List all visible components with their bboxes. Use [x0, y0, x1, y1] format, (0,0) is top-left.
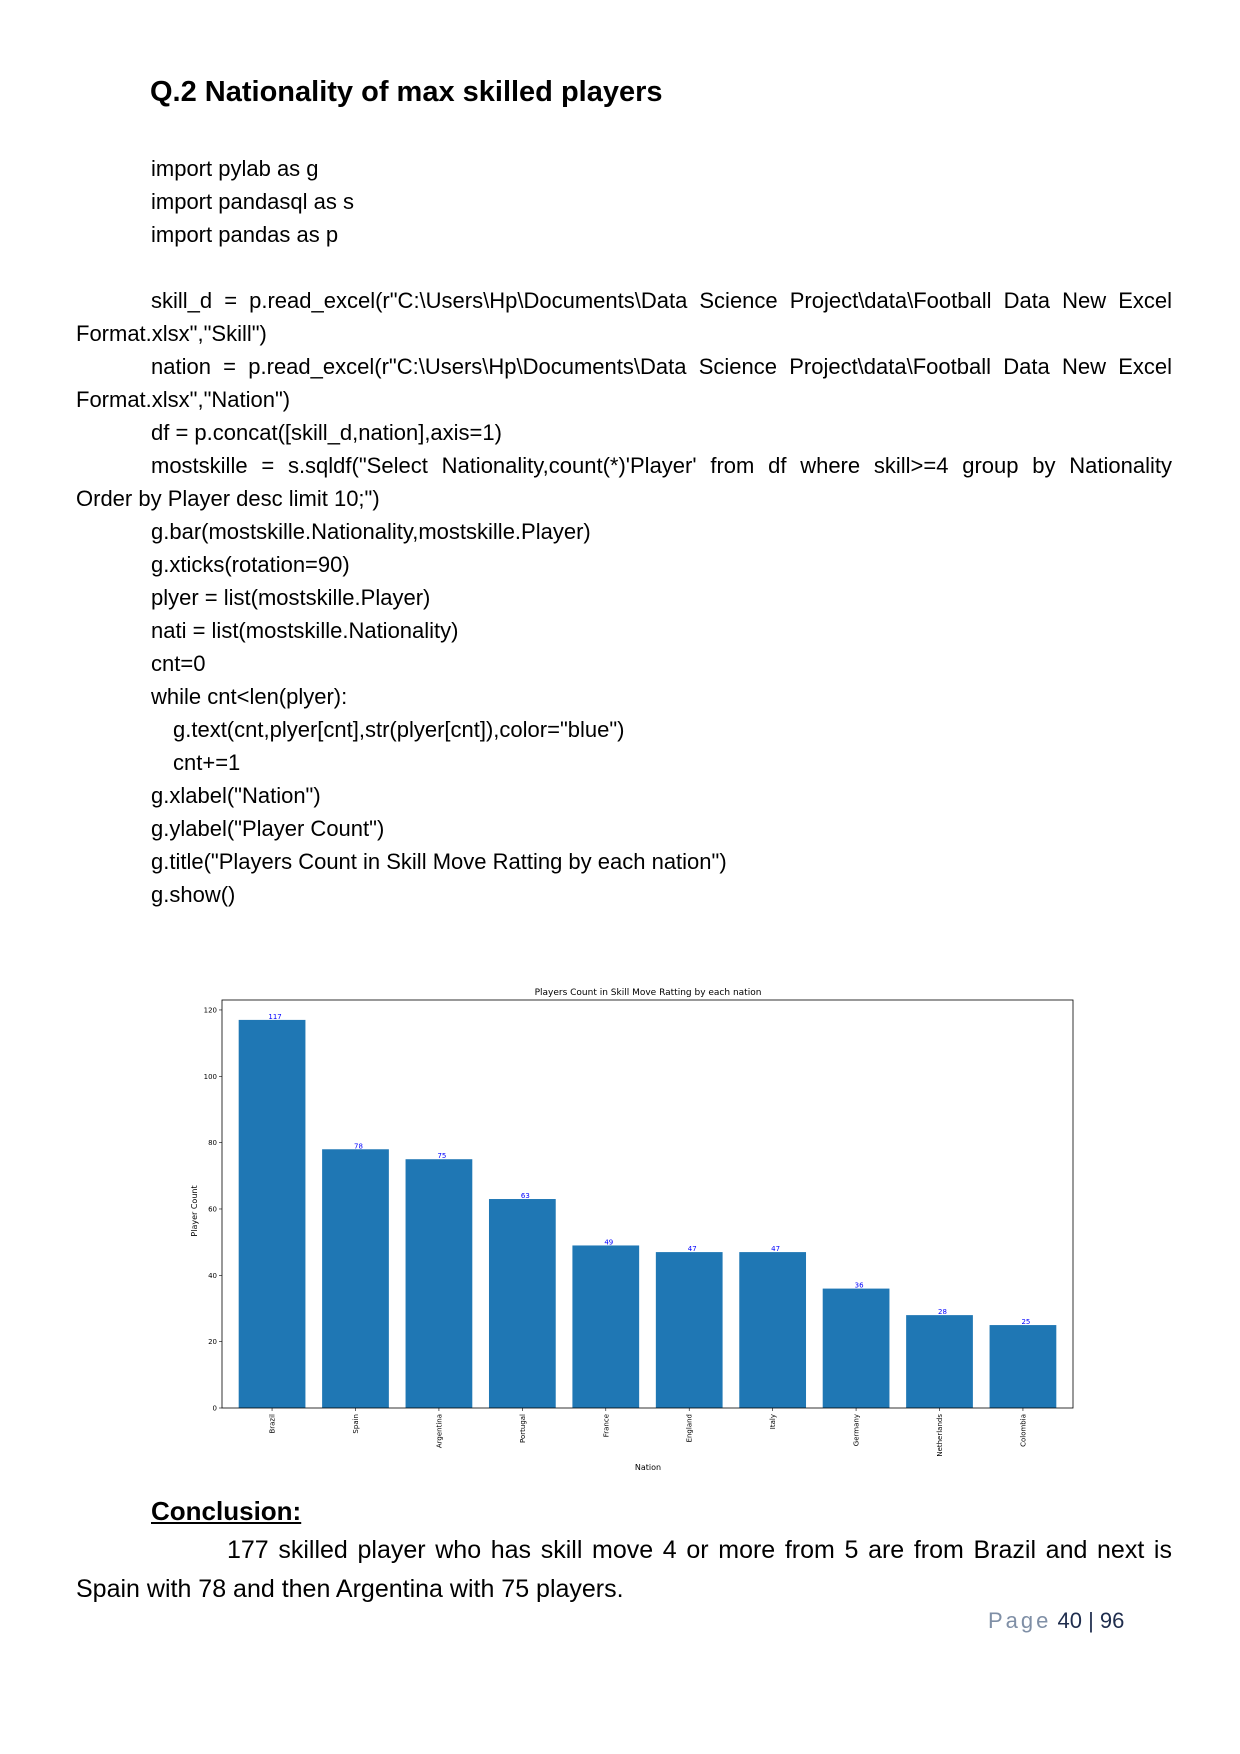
data-label: 49: [604, 1238, 613, 1246]
code-line: mostskille = s.sqldf("Select Nationality…: [151, 453, 1172, 478]
x-tick-label: France: [602, 1414, 610, 1437]
page-heading: Q.2 Nationality of max skilled players: [150, 76, 663, 108]
data-labels-layer: 117 78 75 63 49 47 47 36 28 25: [268, 1013, 1030, 1326]
x-tick-label: Brazil: [269, 1414, 277, 1434]
bar-chart: Players Count in Skill Move Ratting by e…: [185, 984, 1085, 1489]
page-word: Page: [988, 1608, 1052, 1633]
code-line: g.title("Players Count in Skill Move Rat…: [151, 849, 727, 874]
y-tick-label: 80: [208, 1139, 217, 1147]
code-line: import pandas as p: [151, 222, 339, 247]
code-line: g.ylabel("Player Count"): [151, 816, 385, 841]
data-label: 78: [354, 1142, 363, 1150]
conclusion-text: 177 skilled player who has skill move 4 …: [76, 1536, 1172, 1603]
data-label: 63: [521, 1192, 530, 1200]
code-line: Format.xlsx","Nation"): [76, 387, 291, 412]
data-label: 28: [938, 1308, 947, 1316]
bars-layer: [238, 1019, 1057, 1408]
code-line: g.bar(mostskille.Nationality,mostskille.…: [151, 519, 591, 544]
code-line: plyer = list(mostskille.Player): [151, 585, 431, 610]
bar-italy: [739, 1252, 807, 1408]
code-line: cnt+=1: [173, 750, 241, 775]
bar-brazil: [238, 1019, 306, 1408]
code-line: g.show(): [151, 882, 236, 907]
chart-title: Players Count in Skill Move Ratting by e…: [535, 988, 762, 998]
bar-germany: [822, 1288, 890, 1408]
data-label: 47: [771, 1245, 780, 1253]
bar-france: [572, 1245, 640, 1408]
page-number: 40 | 96: [1057, 1608, 1125, 1633]
y-tick-label: 100: [204, 1073, 217, 1081]
bar-netherlands: [906, 1315, 973, 1408]
plot-frame: [221, 999, 1074, 1409]
bar-spain: [322, 1149, 389, 1408]
code-line: df = p.concat([skill_d,nation],axis=1): [151, 420, 502, 445]
chart-x-axis-label: Nation: [635, 1463, 661, 1472]
x-tick-label: England: [686, 1414, 694, 1442]
x-tick-label: Colombia: [1019, 1414, 1027, 1447]
x-ticks-layer: Brazil Spain Argentina Portugal France Englan…: [269, 1408, 1027, 1457]
conclusion-heading: Conclusion:: [151, 1496, 302, 1526]
code-line: nation = p.read_excel(r"C:\Users\Hp\Docu…: [151, 354, 1172, 379]
bar-england: [655, 1252, 723, 1408]
data-label: 47: [688, 1245, 697, 1253]
x-tick-label: Netherlands: [936, 1414, 944, 1457]
page-footer: Page 40 | 96: [988, 1608, 1124, 1634]
x-tick-label: Germany: [853, 1414, 861, 1446]
bar-portugal: [488, 1199, 556, 1408]
y-tick-label: 60: [208, 1205, 217, 1213]
data-label: 117: [268, 1013, 281, 1021]
y-tick-label: 120: [204, 1006, 217, 1014]
code-line: import pylab as g: [151, 156, 319, 181]
code-line: Order by Player desc limit 10;"): [76, 486, 380, 511]
bar-chart-svg: Players Count in Skill Move Ratting by e…: [190, 988, 1074, 1472]
x-tick-label: Italy: [769, 1414, 777, 1429]
x-tick-label: Portugal: [519, 1414, 527, 1443]
x-tick-label: Argentina: [435, 1414, 443, 1448]
y-tick-label: 40: [208, 1272, 217, 1280]
code-line: g.xticks(rotation=90): [151, 552, 350, 577]
y-ticks-layer: 0 20 40 60 80 100 120: [204, 1006, 222, 1413]
y-tick-label: 20: [208, 1338, 217, 1346]
code-line: import pandasql as s: [151, 189, 354, 214]
code-line: while cnt<len(plyer):: [151, 684, 348, 709]
data-label: 25: [1021, 1318, 1030, 1326]
code-line: nati = list(mostskille.Nationality): [151, 618, 459, 643]
bar-argentina: [405, 1159, 473, 1408]
chart-y-axis-label: Player Count: [190, 1185, 199, 1236]
code-line: cnt=0: [151, 651, 206, 676]
code-line: g.xlabel("Nation"): [151, 783, 321, 808]
bar-colombia: [989, 1325, 1057, 1408]
code-block: import pylab as g import pandasql as s i…: [0, 0, 1172, 907]
data-label: 36: [855, 1282, 864, 1290]
y-tick-label: 0: [213, 1405, 217, 1413]
code-line: g.text(cnt,plyer[cnt],str(plyer[cnt]),co…: [173, 717, 625, 742]
data-label: 75: [437, 1152, 446, 1160]
code-line: Format.xlsx","Skill"): [76, 321, 267, 346]
x-tick-label: Spain: [352, 1414, 360, 1434]
code-line: skill_d = p.read_excel(r"C:\Users\Hp\Doc…: [151, 288, 1172, 313]
